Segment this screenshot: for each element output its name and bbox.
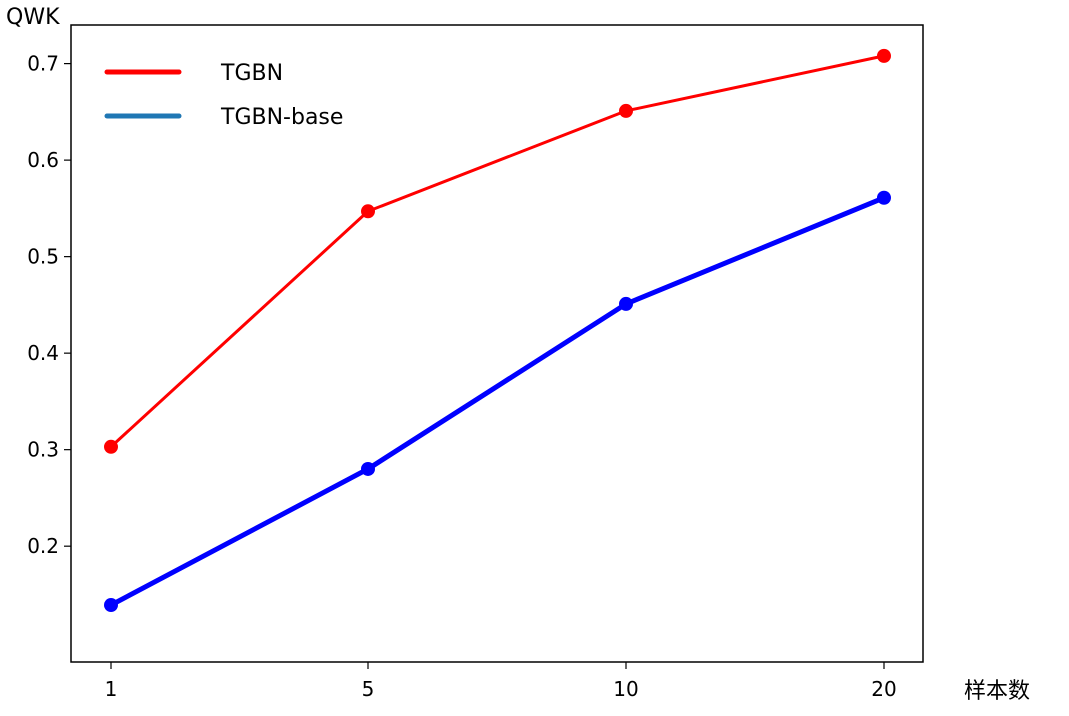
data-point (361, 204, 375, 219)
data-point (104, 439, 118, 454)
data-point (104, 598, 118, 613)
series-line-1 (109, 54, 885, 448)
y-axis-label: QWK (6, 5, 60, 30)
plot-frame (70, 24, 924, 663)
y-tick-label: 0.6 (27, 148, 59, 172)
y-tick-label: 0.2 (27, 534, 59, 558)
y-tick-label: 0.3 (27, 438, 59, 462)
legend-label: TGBN (220, 61, 283, 86)
data-point (877, 48, 891, 63)
series-layer (104, 48, 891, 613)
legend-label: TGBN-base (220, 105, 343, 130)
y-tick-label: 0.4 (27, 341, 59, 365)
x-axis-label: 样本数 (964, 679, 1030, 704)
x-axis: 1 5 10 20 (105, 662, 897, 701)
series-line-2 (109, 195, 885, 608)
data-point (619, 296, 633, 311)
y-axis: 0.2 0.3 0.4 0.5 0.6 0.7 (27, 52, 71, 558)
y-tick-label: 0.7 (27, 52, 59, 76)
x-tick-label: 5 (362, 677, 375, 701)
legend: TGBN TGBN-base (104, 61, 343, 130)
y-tick-label: 0.5 (27, 245, 59, 269)
data-point (877, 190, 891, 205)
data-point (619, 103, 633, 118)
x-tick-label: 20 (871, 677, 896, 701)
x-tick-label: 10 (613, 677, 638, 701)
x-tick-label: 1 (105, 677, 118, 701)
data-point (361, 461, 375, 476)
